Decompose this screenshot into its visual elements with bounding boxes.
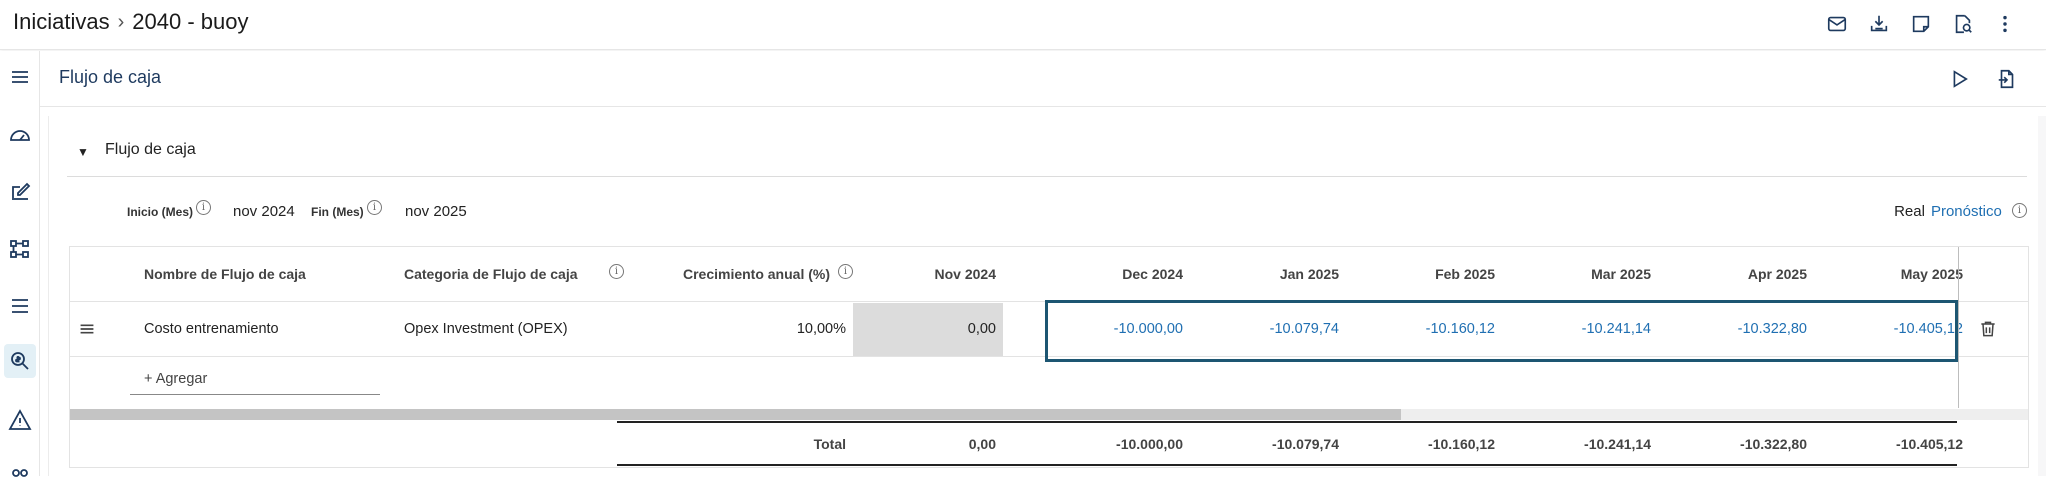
date-range-row: Inicio (Mes) i nov 2024 Fin (Mes) i nov … <box>77 200 2027 228</box>
export-icon[interactable] <box>1992 64 2022 94</box>
total-value: -10.322,80 <box>1740 436 1807 452</box>
col-header-growth: Crecimiento anual (%) <box>682 266 830 282</box>
row-name[interactable]: Costo entrenamiento <box>144 321 279 337</box>
row-value: 0,00 <box>967 321 996 337</box>
section-header: Flujo de caja <box>40 51 2046 107</box>
hierarchy-icon[interactable] <box>4 232 36 266</box>
row-value[interactable]: -10.241,14 <box>1581 321 1651 337</box>
drag-handle-icon[interactable] <box>76 318 98 345</box>
menu-icon[interactable] <box>4 60 36 94</box>
info-icon[interactable]: i <box>367 200 382 215</box>
start-label: Inicio (Mes) <box>127 205 194 219</box>
section-title: Flujo de caja <box>59 67 162 87</box>
col-header-category: Categoria de Flujo de caja <box>404 266 578 282</box>
panel-title: Flujo de caja <box>105 141 196 158</box>
col-header-month: Apr 2025 <box>1747 266 1807 282</box>
document-search-icon[interactable] <box>1948 9 1978 39</box>
content-area: ▼ Flujo de caja Inicio (Mes) i nov 2024 … <box>48 116 2046 476</box>
add-button[interactable]: + Agregar <box>130 371 380 395</box>
col-header-month: Jan 2025 <box>1279 266 1339 282</box>
frozen-cell-shade <box>853 303 1003 357</box>
highlight-box <box>1045 300 1958 362</box>
total-value: -10.079,74 <box>1272 436 1339 452</box>
play-icon[interactable] <box>1944 64 1974 94</box>
breadcrumb-root[interactable]: Iniciativas <box>13 9 110 34</box>
mode-real[interactable]: Real <box>1894 203 1925 220</box>
end-value[interactable]: nov 2025 <box>405 203 467 220</box>
mode-forecast[interactable]: Pronóstico <box>1930 203 2002 220</box>
column-divider <box>1958 247 1959 408</box>
total-value: -10.160,12 <box>1428 436 1495 452</box>
people-icon[interactable] <box>4 459 36 493</box>
trash-icon[interactable] <box>1978 319 1998 344</box>
note-icon[interactable] <box>1906 9 1936 39</box>
panel-header[interactable]: ▼ Flujo de caja <box>67 135 2027 177</box>
caret-down-icon[interactable]: ▼ <box>77 145 89 159</box>
col-header-month: Dec 2024 <box>1122 266 1183 282</box>
table-row: Costo entrenamiento Opex Investment (OPE… <box>70 303 2028 357</box>
horizontal-scrollbar[interactable] <box>70 409 2028 420</box>
search-money-icon[interactable] <box>4 344 36 378</box>
col-header-month: May 2025 <box>1900 266 1963 282</box>
breadcrumb-current: 2040 - buoy <box>132 9 249 34</box>
dashboard-icon[interactable] <box>4 118 36 152</box>
total-value: -10.241,14 <box>1584 436 1651 452</box>
row-growth[interactable]: 10,00% <box>796 321 846 337</box>
row-value[interactable]: -10.160,12 <box>1425 321 1495 337</box>
add-row: + Agregar <box>70 358 2028 408</box>
row-value[interactable]: -10.079,74 <box>1269 321 1339 337</box>
start-value[interactable]: nov 2024 <box>233 203 295 220</box>
info-icon[interactable]: i <box>196 200 211 215</box>
info-icon[interactable]: i <box>609 264 624 279</box>
edit-icon[interactable] <box>4 174 36 208</box>
warning-icon[interactable] <box>4 403 36 437</box>
total-value: -10.000,00 <box>1116 436 1183 452</box>
table-header-row: Nombre de Flujo de caja Categoria de Flu… <box>70 247 2028 302</box>
total-label: Total <box>813 436 846 452</box>
scrollbar-thumb[interactable] <box>70 409 1402 420</box>
total-value: 0,00 <box>968 436 996 452</box>
left-rail <box>0 51 40 477</box>
total-bottom-border <box>617 464 1957 466</box>
row-category[interactable]: Opex Investment (OPEX) <box>404 321 568 337</box>
total-top-border <box>617 421 1957 423</box>
row-value[interactable]: -10.405,12 <box>1893 321 1963 337</box>
header-actions <box>1822 9 2020 39</box>
chevron-right-icon: › <box>117 10 125 33</box>
breadcrumb: Iniciativas › 2040 - buoy <box>13 8 248 36</box>
col-header-month: Feb 2025 <box>1435 266 1495 282</box>
col-header-month: Nov 2024 <box>934 266 996 282</box>
total-row: Total 0,00 -10.000,00 -10.079,74 -10.160… <box>70 421 2028 467</box>
download-icon[interactable] <box>1864 9 1894 39</box>
total-value: -10.405,12 <box>1896 436 1963 452</box>
section-actions <box>1944 64 2022 94</box>
end-label: Fin (Mes) <box>311 205 364 219</box>
row-value[interactable]: -10.000,00 <box>1113 321 1183 337</box>
col-header-name: Nombre de Flujo de caja <box>144 266 306 282</box>
info-icon[interactable]: i <box>2012 203 2027 218</box>
cashflow-card: ▼ Flujo de caja Inicio (Mes) i nov 2024 … <box>48 116 2038 476</box>
col-header-month: Mar 2025 <box>1591 266 1651 282</box>
row-value[interactable]: -10.322,80 <box>1737 321 1807 337</box>
top-header: Iniciativas › 2040 - buoy <box>0 0 2046 50</box>
more-vertical-icon[interactable] <box>1990 9 2020 39</box>
list-icon[interactable] <box>4 289 36 323</box>
cashflow-table: Nombre de Flujo de caja Categoria de Flu… <box>69 246 2029 468</box>
mail-icon[interactable] <box>1822 9 1852 39</box>
info-icon[interactable]: i <box>838 264 853 279</box>
mode-toggle: Real Pronóstico i <box>1894 203 2027 220</box>
